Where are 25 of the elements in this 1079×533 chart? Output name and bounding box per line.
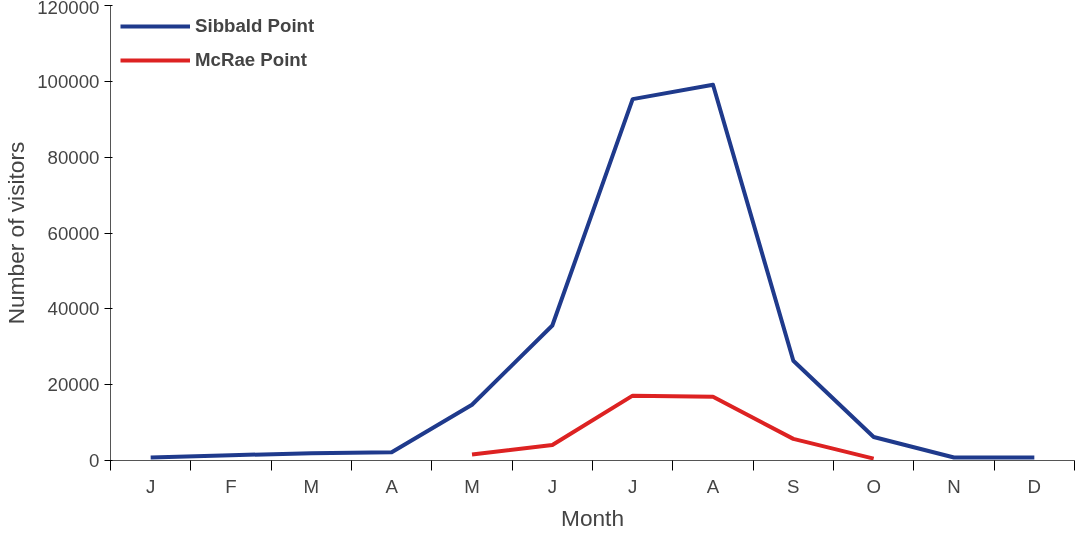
x-tick-label: J xyxy=(547,475,557,497)
legend-label: Sibbald Point xyxy=(195,15,315,37)
x-tick-label: S xyxy=(787,475,800,497)
y-tick-label: 20000 xyxy=(47,374,100,396)
y-axis-title: Number of visitors xyxy=(3,141,30,325)
y-tick-label: 100000 xyxy=(37,70,100,92)
x-tick-label: A xyxy=(385,475,399,497)
x-tick-label: F xyxy=(225,475,237,497)
y-tick-label: 60000 xyxy=(47,222,100,244)
x-tick-label: O xyxy=(866,475,881,497)
y-tick-label: 40000 xyxy=(47,298,100,320)
x-tick-label: J xyxy=(146,475,156,497)
y-tick-label: 80000 xyxy=(47,146,100,168)
x-tick-label: N xyxy=(947,475,961,497)
x-tick-label: M xyxy=(464,475,480,497)
x-axis-title: Month xyxy=(561,504,624,531)
x-tick-label: J xyxy=(628,475,638,497)
x-tick-label: M xyxy=(303,475,320,497)
y-tick-label: 0 xyxy=(89,450,100,471)
line-series xyxy=(148,82,1037,460)
y-tick-label: 120000 xyxy=(37,0,100,18)
x-tick-label: D xyxy=(1027,475,1042,497)
line-series xyxy=(470,393,876,461)
legend-label: McRae Point xyxy=(195,49,307,71)
x-tick-label: A xyxy=(706,475,720,497)
